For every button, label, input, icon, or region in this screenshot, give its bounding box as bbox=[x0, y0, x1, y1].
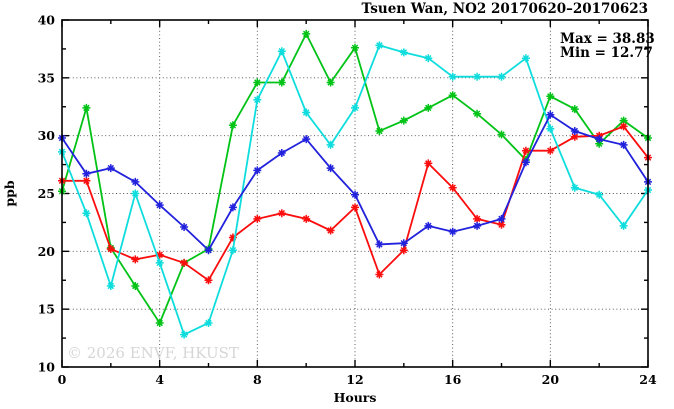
x-tick-label: 16 bbox=[444, 372, 462, 387]
x-tick-labels: 0 4 8 12 16 20 24 bbox=[58, 372, 657, 387]
x-axis-label: Hours bbox=[334, 390, 377, 405]
y-tick-label: 15 bbox=[38, 302, 55, 317]
max-annotation: Max = 38.83 bbox=[560, 31, 655, 47]
y-tick-label: 30 bbox=[38, 128, 56, 143]
y-tick-labels: 10 15 20 25 30 35 40 bbox=[38, 13, 56, 375]
data-series bbox=[58, 29, 652, 339]
y-tick-label: 10 bbox=[38, 360, 56, 375]
series-red-line bbox=[62, 125, 649, 282]
x-tick-label: 8 bbox=[253, 372, 262, 387]
x-tick-label: 4 bbox=[155, 372, 164, 387]
y-tick-label: 35 bbox=[38, 70, 55, 85]
x-tick-label: 12 bbox=[346, 372, 363, 387]
y-tick-label: 25 bbox=[38, 186, 55, 201]
y-tick-label: 40 bbox=[38, 13, 56, 28]
x-tick-label: 20 bbox=[542, 372, 560, 387]
x-tick-label: 0 bbox=[58, 372, 67, 387]
plot-border bbox=[61, 19, 649, 368]
watermark-text: © 2026 ENVF, HKUST bbox=[67, 344, 239, 362]
min-annotation: Min = 12.77 bbox=[560, 45, 653, 61]
x-tick-label: 24 bbox=[639, 372, 657, 387]
chart-title: Tsuen Wan, NO2 20170620–20170623 bbox=[361, 1, 648, 17]
y-tick-label: 20 bbox=[38, 244, 56, 259]
y-axis-label: ppb bbox=[2, 180, 17, 206]
